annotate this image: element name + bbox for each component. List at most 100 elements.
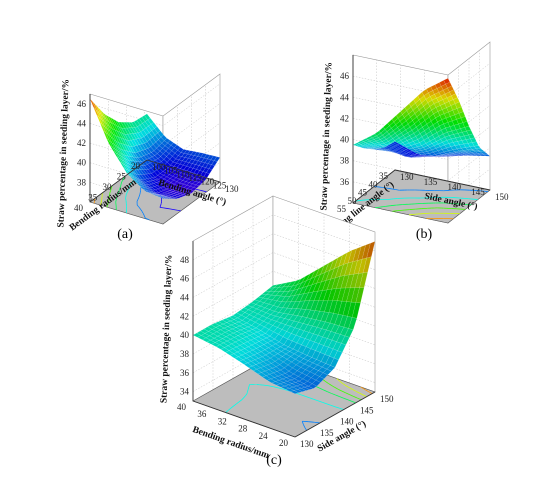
- contour-segment: [233, 403, 237, 407]
- contour-segment: [356, 391, 360, 394]
- surface-cell: [229, 353, 239, 359]
- y-tick-label: 140: [340, 417, 354, 427]
- surface-cell: [225, 350, 235, 356]
- surface-cell: [169, 175, 177, 181]
- surface-cell: [397, 143, 404, 148]
- contour-segment: [138, 206, 141, 210]
- z-tick-label: 40: [340, 135, 350, 145]
- surface-cell: [384, 150, 391, 152]
- surface-cell: [314, 370, 324, 377]
- contour-segment: [327, 382, 332, 386]
- surface-cell: [446, 95, 454, 102]
- surface-cell: [172, 158, 180, 164]
- surface-cell: [301, 273, 311, 284]
- wall-grid-line: [352, 126, 491, 160]
- contour-segment: [200, 189, 204, 192]
- y-tick-label: 130: [400, 172, 414, 182]
- surface-cell: [297, 388, 307, 392]
- surface-cell: [135, 174, 143, 180]
- surface-cell: [280, 318, 290, 325]
- contour-segment: [196, 189, 201, 191]
- z-tick-label: 40: [180, 330, 190, 340]
- surface-cell: [308, 325, 318, 334]
- surface-cell: [171, 188, 179, 191]
- surface-cell: [453, 153, 461, 155]
- surface-cell: [191, 155, 198, 161]
- surface-cell: [285, 388, 295, 392]
- contour-segment: [236, 401, 240, 405]
- surface-cell: [198, 179, 205, 184]
- surface-cell: [275, 291, 285, 297]
- surface-cell: [245, 314, 255, 321]
- surface-cell: [192, 332, 202, 338]
- surface-cell: [226, 339, 236, 345]
- surface-cell: [429, 138, 437, 144]
- surface-cell: [131, 160, 138, 166]
- surface-cell: [165, 184, 172, 189]
- surface-cell: [276, 383, 286, 388]
- y-tick-label: 150: [495, 192, 509, 202]
- surface-cell: [157, 187, 165, 192]
- surface-cell: [317, 328, 327, 338]
- contour-segment: [331, 385, 334, 387]
- surface-cell: [336, 275, 345, 289]
- surface-cell: [185, 174, 192, 180]
- surface-cell: [273, 283, 283, 288]
- contour-segment: [326, 403, 331, 406]
- x-tick-label: 25: [117, 172, 127, 182]
- contour-segment: [128, 186, 130, 190]
- surface-cell: [202, 162, 209, 168]
- surface-cell: [263, 342, 273, 348]
- y-tick-label: 150: [380, 394, 394, 404]
- surface-cell: [381, 147, 388, 150]
- surface-cell: [285, 290, 294, 297]
- surface-cell: [211, 327, 221, 332]
- surface-cell: [256, 305, 266, 311]
- z-tick-label: 44: [180, 292, 190, 302]
- surface-cell: [377, 141, 385, 145]
- surface-cell: [329, 313, 339, 325]
- surface-cell: [267, 363, 277, 369]
- surface-cell: [292, 335, 301, 344]
- surface-cell: [154, 126, 161, 134]
- y-tick-label: 125: [213, 180, 227, 190]
- surface-cell: [283, 307, 293, 315]
- surface-cell: [304, 291, 314, 302]
- surface-cell: [429, 113, 436, 122]
- surface-cell: [304, 386, 314, 390]
- surface-mesh: [192, 241, 376, 394]
- wall-grid-line: [192, 327, 376, 373]
- contour-segment: [313, 398, 319, 402]
- surface-cell: [284, 313, 294, 320]
- contour-segment: [338, 388, 343, 392]
- surface-cell: [337, 343, 347, 353]
- surface-cell: [110, 117, 117, 126]
- surface-cell: [203, 154, 211, 159]
- surface-cell: [272, 321, 282, 328]
- surface-cell: [133, 160, 141, 166]
- surface-cell: [320, 354, 330, 364]
- surface-cell: [439, 151, 447, 155]
- surface-cell: [236, 310, 246, 316]
- surface-cell: [401, 150, 409, 154]
- surface-cell: [160, 189, 168, 194]
- surface-cell: [260, 326, 270, 334]
- surface-cell: [308, 383, 318, 389]
- contour-segment: [136, 204, 139, 208]
- contour-segment: [140, 209, 143, 212]
- surface-cell: [124, 133, 132, 141]
- panel-label: (a): [117, 227, 133, 242]
- contour-segment: [304, 427, 306, 429]
- x-axis-line: [89, 159, 148, 203]
- contour-segment: [246, 389, 249, 393]
- z-axis-label: Straw percentage in seeding layer/%: [319, 62, 334, 211]
- surface-cell: [429, 94, 437, 101]
- surface-cell: [322, 278, 331, 291]
- panel-label: (c): [266, 453, 282, 468]
- z-tick-label: 40: [77, 158, 87, 168]
- surface-cell: [430, 128, 438, 136]
- y-tick-label: 140: [448, 182, 462, 192]
- surface-cell: [175, 171, 182, 176]
- surface-cell: [123, 122, 130, 129]
- contour-segment: [303, 424, 306, 428]
